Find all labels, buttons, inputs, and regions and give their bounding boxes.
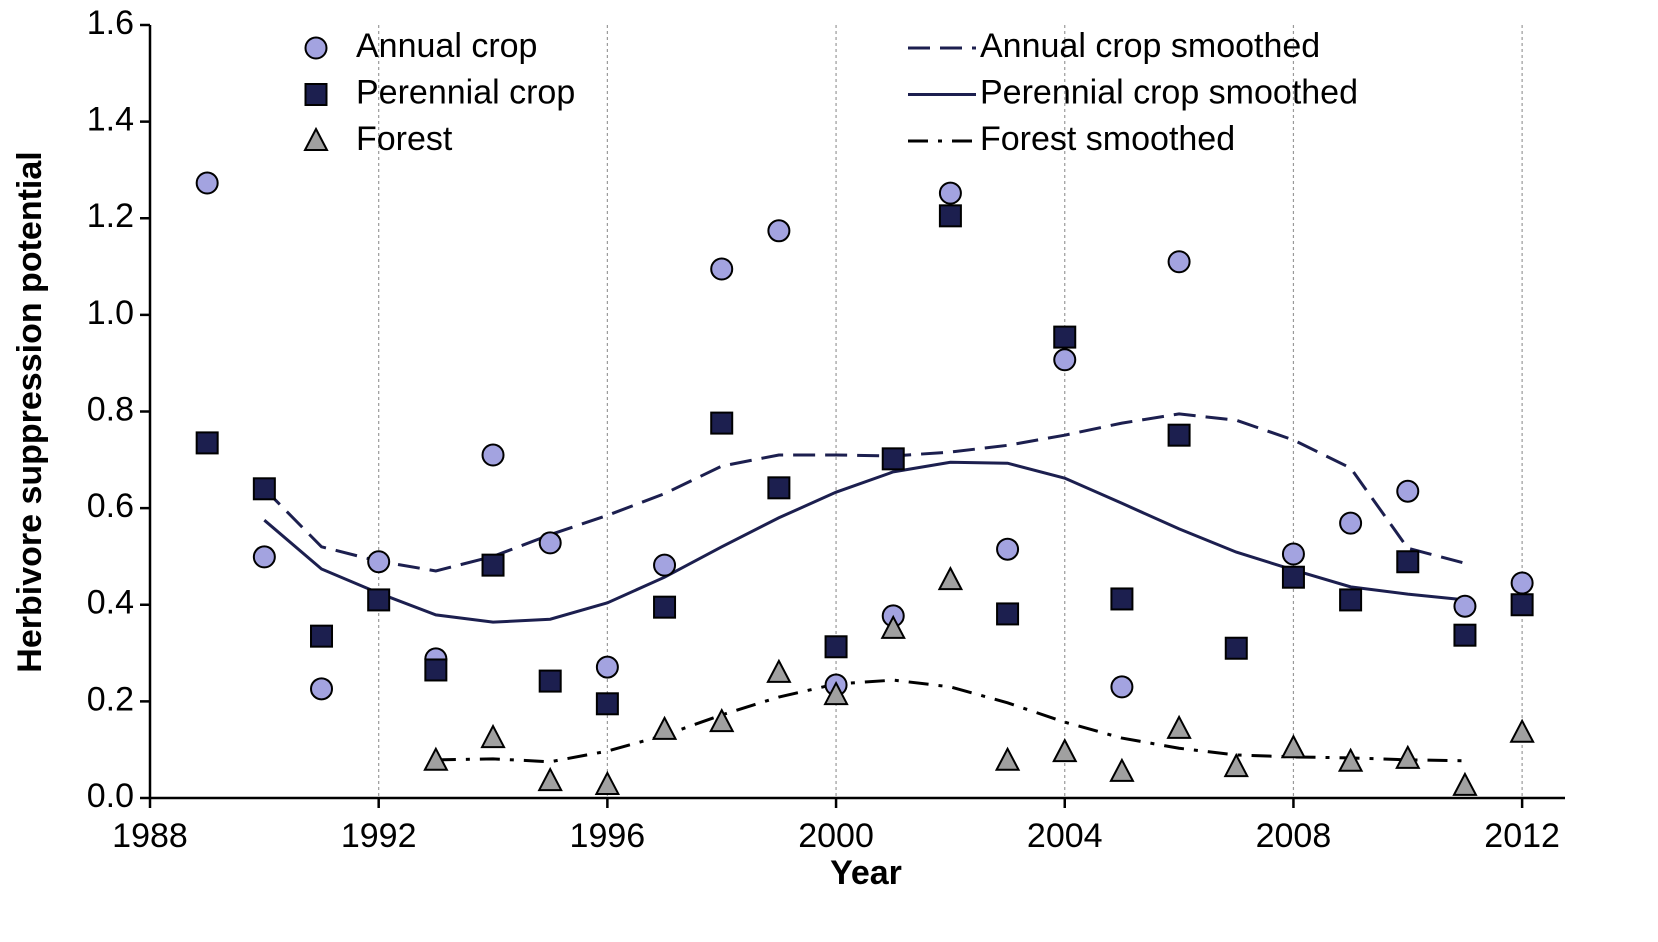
point bbox=[767, 219, 791, 243]
point bbox=[1339, 588, 1363, 612]
point bbox=[1166, 714, 1192, 739]
point bbox=[1337, 747, 1364, 772]
point bbox=[710, 411, 734, 435]
point bbox=[538, 669, 562, 693]
y-tick-label: 0.6 bbox=[87, 487, 134, 525]
y-axis-label: Herbivore suppression potential bbox=[11, 151, 49, 672]
point bbox=[1281, 565, 1305, 589]
point bbox=[824, 635, 848, 659]
point bbox=[252, 545, 276, 569]
point bbox=[481, 553, 505, 577]
y-tick-label: 1.6 bbox=[87, 4, 134, 42]
legend-label: Annual crop bbox=[356, 27, 537, 65]
point bbox=[1109, 757, 1135, 782]
point bbox=[938, 181, 962, 205]
point bbox=[424, 658, 448, 682]
point bbox=[767, 476, 791, 500]
point bbox=[1396, 550, 1420, 574]
point bbox=[653, 595, 677, 619]
y-tick-label: 1.2 bbox=[87, 197, 134, 235]
x-tick-label: 2000 bbox=[798, 817, 874, 855]
legend-swatch bbox=[304, 36, 328, 60]
x-tick-label: 1988 bbox=[112, 817, 188, 855]
x-axis-label: Year bbox=[830, 854, 902, 892]
point bbox=[1452, 771, 1478, 796]
legend-label: Perennial crop smoothed bbox=[980, 73, 1358, 111]
point bbox=[481, 443, 505, 467]
y-tick-label: 0.4 bbox=[87, 584, 134, 622]
legend-label: Forest bbox=[356, 120, 453, 158]
y-tick-label: 1.0 bbox=[87, 294, 134, 332]
point bbox=[651, 715, 678, 740]
point bbox=[1453, 594, 1477, 618]
point bbox=[1510, 571, 1534, 595]
point bbox=[1396, 479, 1420, 503]
point bbox=[1053, 325, 1077, 349]
x-tick-label: 1992 bbox=[341, 817, 417, 855]
point bbox=[1395, 744, 1421, 769]
y-tick-label: 0.0 bbox=[87, 777, 134, 815]
point bbox=[994, 746, 1021, 771]
legend-swatch bbox=[303, 126, 329, 151]
point bbox=[709, 707, 735, 733]
point bbox=[1339, 511, 1363, 535]
point bbox=[1110, 587, 1134, 611]
point bbox=[710, 257, 734, 281]
point bbox=[195, 431, 219, 455]
point bbox=[1052, 737, 1078, 763]
point bbox=[1167, 250, 1191, 274]
point bbox=[880, 614, 906, 639]
y-tick-label: 0.2 bbox=[87, 680, 134, 718]
point bbox=[538, 531, 562, 555]
x-tick-label: 2008 bbox=[1256, 817, 1332, 855]
point bbox=[252, 477, 276, 501]
point bbox=[996, 602, 1020, 626]
point bbox=[1510, 593, 1534, 617]
point bbox=[823, 680, 849, 706]
point bbox=[310, 677, 334, 701]
smoothed-line bbox=[263, 412, 1466, 573]
point bbox=[1509, 718, 1535, 743]
point bbox=[1281, 542, 1305, 566]
point bbox=[310, 624, 334, 648]
point bbox=[595, 692, 619, 716]
point bbox=[367, 588, 391, 612]
point bbox=[938, 204, 962, 228]
point bbox=[937, 565, 964, 591]
x-tick-label: 2012 bbox=[1484, 817, 1560, 855]
point bbox=[480, 723, 506, 749]
y-tick-label: 1.4 bbox=[87, 101, 134, 139]
point bbox=[594, 770, 621, 795]
point bbox=[881, 447, 905, 471]
point bbox=[423, 746, 449, 771]
point bbox=[766, 658, 792, 683]
point bbox=[1280, 734, 1307, 759]
smoothed-line bbox=[435, 678, 1465, 764]
point bbox=[1167, 423, 1191, 447]
y-tick-label: 0.8 bbox=[87, 390, 134, 428]
legend-label: Perennial crop bbox=[356, 73, 575, 111]
point bbox=[1053, 348, 1077, 372]
point bbox=[367, 550, 391, 574]
point bbox=[1110, 675, 1134, 699]
point bbox=[195, 171, 219, 195]
point bbox=[537, 766, 563, 792]
legend-swatch bbox=[304, 83, 328, 106]
legend-label: Annual crop smoothed bbox=[980, 27, 1320, 65]
point bbox=[996, 537, 1020, 561]
point bbox=[1224, 636, 1248, 660]
point bbox=[1223, 752, 1249, 778]
point bbox=[595, 655, 619, 679]
smoothed-line bbox=[263, 460, 1466, 624]
point bbox=[653, 553, 677, 577]
point bbox=[1453, 623, 1477, 647]
x-tick-label: 1996 bbox=[570, 817, 646, 855]
legend-label: Forest smoothed bbox=[980, 120, 1235, 158]
x-tick-label: 2004 bbox=[1027, 817, 1103, 855]
